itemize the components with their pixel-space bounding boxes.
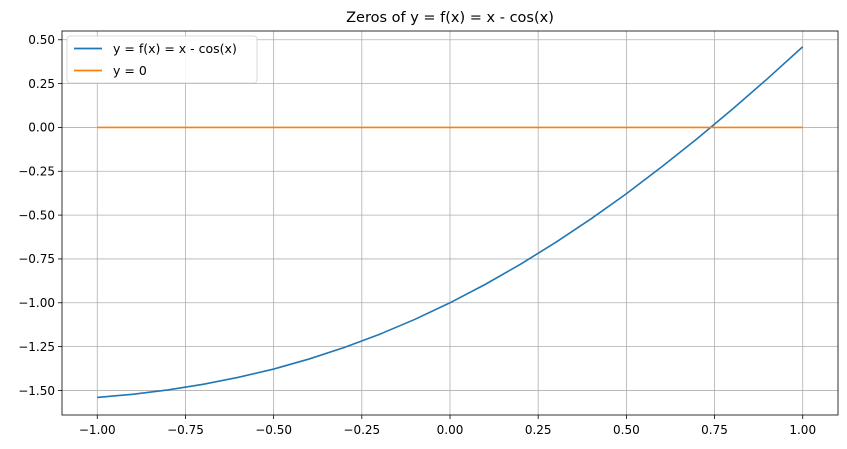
y-tick-label: 0.25 (28, 77, 55, 91)
x-tick-label: 0.00 (437, 423, 464, 437)
y-tick-label: −1.50 (18, 384, 55, 398)
y-tick-label: −0.75 (18, 252, 55, 266)
x-tick-label: 1.00 (789, 423, 816, 437)
y-tick-label: −0.50 (18, 208, 55, 222)
tick-layer: −1.00 −0.75 −0.50 −0.25 0.00 0.25 0.50 0.75 1.00… (18, 33, 816, 437)
x-tick-label: 0.50 (613, 423, 640, 437)
legend-box (66, 35, 258, 84)
y-tick-label: −1.00 (18, 296, 55, 310)
series-line-0 (97, 46, 804, 399)
x-tick-label: 0.75 (701, 423, 728, 437)
y-tick-label: 0.00 (28, 121, 55, 135)
x-tick-label: −0.25 (343, 423, 380, 437)
legend-label-series-0: y = f(x) = x - cos(x) (113, 41, 237, 56)
legend: y = f(x) = x - cos(x) y = 0 (66, 35, 258, 84)
x-tick-label: −0.50 (255, 423, 292, 437)
chart-title: Zeros of y = f(x) = x - cos(x) (346, 10, 554, 26)
legend-label-series-1: y = 0 (113, 63, 147, 78)
grid-layer (62, 31, 838, 415)
x-tick-label: −1.00 (79, 423, 116, 437)
y-tick-label: −0.25 (18, 165, 55, 179)
y-tick-label: 0.50 (28, 33, 55, 47)
series-layer (97, 46, 804, 399)
x-tick-label: 0.25 (525, 423, 552, 437)
y-tick-label: −1.25 (18, 340, 55, 354)
x-tick-label: −0.75 (167, 423, 204, 437)
